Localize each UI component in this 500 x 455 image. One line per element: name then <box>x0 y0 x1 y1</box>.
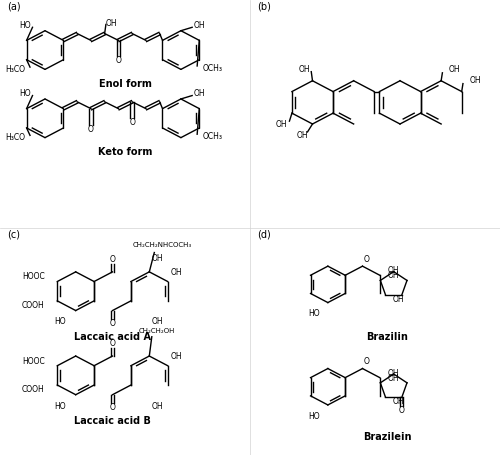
Text: OH: OH <box>194 89 205 98</box>
Text: COOH: COOH <box>22 385 45 394</box>
Text: Brazilein: Brazilein <box>363 432 412 442</box>
Text: HO: HO <box>308 412 320 421</box>
Text: OCH₃: OCH₃ <box>202 132 222 141</box>
Text: O: O <box>364 357 369 366</box>
Text: OH: OH <box>152 402 164 410</box>
Text: OH: OH <box>298 65 310 74</box>
Text: HOOC: HOOC <box>22 357 45 366</box>
Text: OH: OH <box>296 131 308 140</box>
Text: HO: HO <box>20 89 31 98</box>
Text: CH₂CH₂OH: CH₂CH₂OH <box>138 328 175 334</box>
Text: (c): (c) <box>8 229 20 239</box>
Text: H₃CO: H₃CO <box>5 65 25 74</box>
Text: OH: OH <box>152 318 164 326</box>
Text: HO: HO <box>54 402 66 410</box>
Text: Keto form: Keto form <box>98 147 152 157</box>
Text: OH: OH <box>170 352 182 361</box>
Text: OH: OH <box>170 268 182 277</box>
Text: O: O <box>110 255 116 264</box>
Text: HO: HO <box>54 318 66 326</box>
Text: OH: OH <box>388 369 399 378</box>
Text: HOOC: HOOC <box>22 273 45 282</box>
Text: O: O <box>116 56 121 66</box>
Text: OH: OH <box>388 374 400 383</box>
Text: Enol form: Enol form <box>98 79 152 89</box>
Text: COOH: COOH <box>22 301 45 310</box>
Text: (a): (a) <box>8 2 21 12</box>
Text: OH: OH <box>469 76 481 85</box>
Text: OH: OH <box>393 397 404 406</box>
Text: OH: OH <box>388 266 399 275</box>
Text: O: O <box>110 339 116 348</box>
Text: O: O <box>129 118 135 127</box>
Text: OH: OH <box>276 120 287 129</box>
Text: OH: OH <box>388 271 400 280</box>
Text: OH: OH <box>152 254 164 263</box>
Text: HO: HO <box>308 309 320 318</box>
Text: O: O <box>110 318 116 328</box>
Text: OH: OH <box>106 19 118 28</box>
Text: HO: HO <box>20 20 31 30</box>
Text: O: O <box>399 406 405 415</box>
Text: Laccaic acid A: Laccaic acid A <box>74 332 151 342</box>
Text: (d): (d) <box>258 229 271 239</box>
Text: H₃CO: H₃CO <box>5 133 25 142</box>
Text: O: O <box>110 403 116 412</box>
Text: Brazilin: Brazilin <box>366 332 408 342</box>
Text: O: O <box>88 125 94 134</box>
Text: CH₂CH₂NHCOCH₃: CH₂CH₂NHCOCH₃ <box>132 242 192 248</box>
Text: OH: OH <box>448 65 460 74</box>
Text: O: O <box>364 255 369 264</box>
Text: OH: OH <box>393 295 404 304</box>
Text: OH: OH <box>194 20 205 30</box>
Text: OCH₃: OCH₃ <box>202 64 222 73</box>
Text: Laccaic acid B: Laccaic acid B <box>74 416 151 426</box>
Text: (b): (b) <box>258 2 272 12</box>
